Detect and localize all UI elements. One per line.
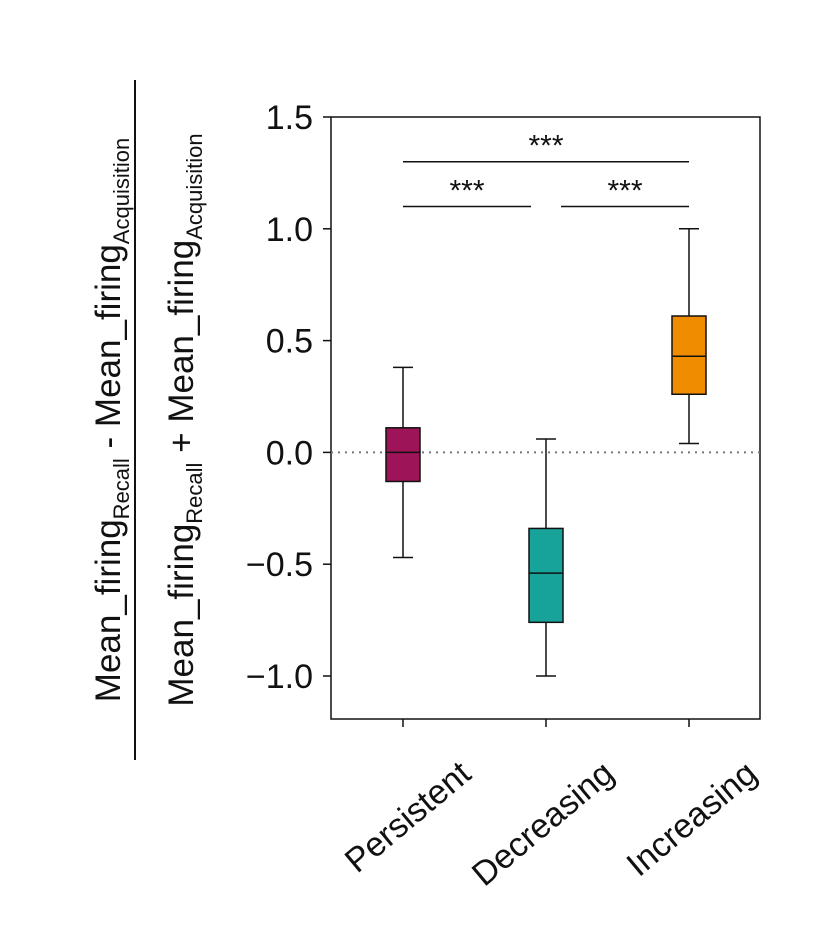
y-axis-label-denominator: Mean_firingRecall + Mean_firingAcquisiti… — [162, 133, 207, 706]
y-tick-label: 0.0 — [266, 434, 313, 472]
y-tick-label: 1.5 — [266, 99, 313, 137]
plot-area: 1.5 1.0 0.5 0.0 −0.5 −1.0 PersistentDecreasing… — [246, 99, 764, 894]
y-tick-label: −0.5 — [246, 546, 313, 584]
significance-label: *** — [607, 174, 642, 207]
x-tick-label-increasing: Increasing — [620, 754, 765, 884]
significance-label: *** — [449, 174, 484, 207]
y-axis-label-numerator: Mean_firingRecall - Mean_firingAcquisiti… — [89, 138, 134, 702]
box-increasing — [671, 315, 707, 396]
significance-label: *** — [528, 130, 563, 163]
y-tick-label: 1.0 — [266, 211, 313, 249]
x-tick-label-decreasing: Decreasing — [465, 754, 621, 894]
y-axis-label: Mean_firingRecall - Mean_firingAcquisiti… — [89, 80, 207, 760]
y-tick-label: 0.5 — [266, 323, 313, 361]
y-tick-label: −1.0 — [246, 658, 313, 696]
box-decreasing — [528, 527, 564, 624]
x-tick-label-persistent: Persistent — [338, 754, 479, 881]
box-persistent — [385, 427, 421, 483]
